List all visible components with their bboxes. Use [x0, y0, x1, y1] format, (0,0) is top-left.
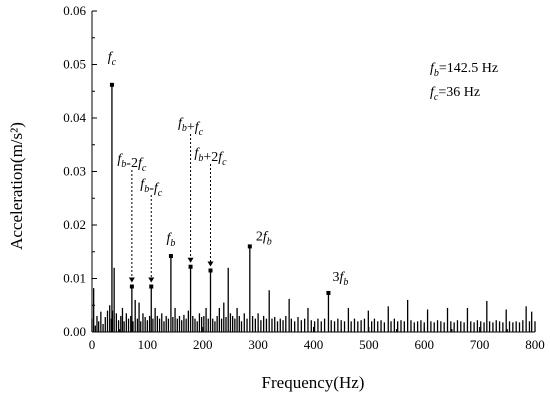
x-tick-label: 0 [89, 337, 96, 352]
y-tick-label: 0.01 [63, 271, 86, 286]
peak-marker [149, 284, 154, 289]
peak-marker [129, 284, 134, 289]
x-tick-label: 600 [415, 337, 435, 352]
peak-label: 2fb [256, 229, 272, 247]
peak-label: fb [166, 231, 175, 249]
x-tick-label: 300 [248, 337, 268, 352]
peak-arrowhead [128, 277, 135, 283]
x-axis-label: Frequency(Hz) [262, 373, 365, 392]
peak-marker [326, 290, 331, 295]
peak-label: fb-fc [140, 177, 162, 199]
peak-marker [247, 244, 252, 249]
x-tick-label: 200 [193, 337, 213, 352]
x-tick-label: 100 [138, 337, 158, 352]
info-line: fc=36 Hz [430, 85, 480, 103]
x-tick-label: 800 [525, 337, 545, 352]
peak-marker [109, 82, 114, 87]
y-tick-label: 0.03 [63, 164, 86, 179]
peak-arrowhead [187, 257, 194, 263]
peak-label: fb-2fc [117, 152, 146, 174]
chart-series [91, 84, 536, 332]
y-axis-label: Acceleration(m/s²) [7, 122, 26, 250]
peak-label: fb+fc [178, 116, 204, 138]
x-tick-label: 400 [304, 337, 324, 352]
info-line: fb=142.5 Hz [430, 61, 498, 79]
x-tick-label: 700 [470, 337, 490, 352]
y-tick-label: 0.00 [63, 324, 86, 339]
y-tick-label: 0.05 [63, 57, 86, 72]
peak-arrowhead [207, 261, 214, 267]
y-tick-label: 0.06 [63, 3, 86, 18]
chart-info-box: fb=142.5 Hz fc=36 Hz [430, 61, 498, 103]
peak-label: fb+2fc [194, 146, 227, 168]
peak-marker [208, 268, 213, 273]
chart-annotations: fc fb-2fc fb-fc fb fb+fc fb+2fc 2fb 3fb [108, 50, 349, 295]
peak-arrowhead [148, 277, 155, 283]
peak-marker [168, 254, 173, 259]
peak-marker [188, 264, 193, 269]
peak-label: fc [108, 50, 117, 68]
x-tick-label: 500 [359, 337, 379, 352]
peak-label: 3fb [333, 270, 349, 288]
y-tick-label: 0.04 [63, 110, 86, 125]
chart-axes: 0 100 200 300 400 500 600 700 800 0.00 0.01 0.02 0.0… [63, 3, 545, 352]
y-tick-label: 0.02 [63, 217, 86, 232]
